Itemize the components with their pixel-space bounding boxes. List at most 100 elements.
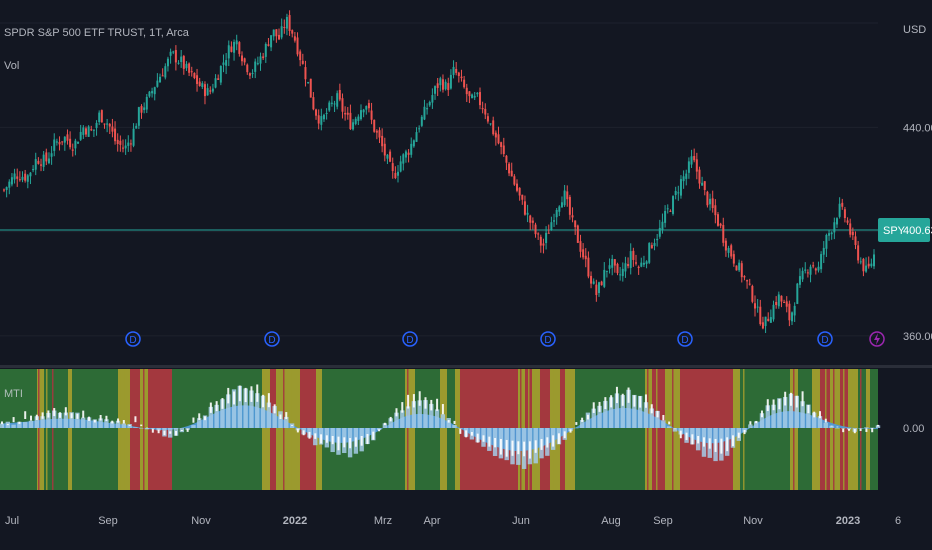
oscillator-spike xyxy=(70,413,73,419)
time-tick: Nov xyxy=(743,515,763,527)
candle-body xyxy=(820,254,823,270)
dividend-marker[interactable] xyxy=(125,331,141,347)
histogram-bar xyxy=(626,389,631,428)
candle-body xyxy=(682,176,685,182)
candle-body xyxy=(841,202,844,207)
candle-body xyxy=(322,114,325,120)
candle-body xyxy=(354,118,357,124)
oscillator-spike xyxy=(82,410,85,418)
oscillator-spike xyxy=(615,386,618,404)
candle-body xyxy=(82,127,85,135)
oscillator-spike xyxy=(650,404,653,414)
pane-separator[interactable] xyxy=(0,365,932,368)
oscillator-spike xyxy=(412,394,415,408)
dividend-marker[interactable] xyxy=(402,331,418,347)
candle-body xyxy=(108,123,111,127)
candle-body xyxy=(190,71,193,73)
candle-body xyxy=(166,58,169,67)
regime-band xyxy=(830,369,840,490)
candle-body xyxy=(143,107,146,111)
regime-band xyxy=(44,369,68,490)
histogram-bar xyxy=(226,394,231,428)
histogram-bar xyxy=(121,423,127,428)
candle-body xyxy=(529,215,532,223)
candle-body xyxy=(79,131,82,140)
candle-body xyxy=(325,112,328,114)
dividend-marker[interactable] xyxy=(540,331,556,347)
candle-body xyxy=(706,191,709,206)
oscillator-spike xyxy=(511,440,514,456)
candle-body xyxy=(849,223,852,235)
candle-body xyxy=(145,96,148,110)
price-axis-unit: USD xyxy=(903,24,926,36)
candle-body xyxy=(16,176,19,179)
candle-body xyxy=(854,236,857,245)
oscillator-spike xyxy=(244,387,247,403)
oscillator-spike xyxy=(41,412,44,419)
last-price-badge[interactable] xyxy=(878,217,930,242)
histogram-bar xyxy=(806,404,811,428)
candle-body xyxy=(71,149,74,151)
candle-body xyxy=(600,281,603,286)
histogram-bar xyxy=(585,412,591,428)
candle-body xyxy=(423,106,426,120)
oscillator-spike xyxy=(76,413,79,419)
histogram-bar xyxy=(139,428,144,429)
candle-body xyxy=(254,61,257,72)
dividend-marker[interactable] xyxy=(817,331,833,347)
histogram-bar xyxy=(661,420,666,428)
oscillator-spike xyxy=(169,431,172,434)
candle-body xyxy=(404,151,407,158)
candle-body xyxy=(621,268,624,277)
regime-stripe xyxy=(38,369,40,490)
histogram-bar xyxy=(127,424,132,428)
candle-body xyxy=(751,285,754,302)
earnings-marker[interactable] xyxy=(869,331,885,347)
oscillator-spike xyxy=(360,435,363,446)
candle-body xyxy=(415,132,418,142)
candle-body xyxy=(40,164,43,166)
histogram-bar xyxy=(249,390,254,428)
oscillator-spike xyxy=(122,420,125,424)
candle-body xyxy=(492,120,495,135)
candle-body xyxy=(685,173,688,179)
dividend-marker[interactable] xyxy=(264,331,280,347)
histogram-bar xyxy=(759,413,765,428)
candle-body xyxy=(558,206,561,212)
regime-band xyxy=(68,369,72,490)
candle-body xyxy=(174,50,177,63)
candle-body xyxy=(336,93,339,107)
candle-body xyxy=(307,82,310,84)
indicator-label[interactable]: MTI xyxy=(4,388,23,400)
candle-body xyxy=(135,125,138,129)
histogram-bar xyxy=(835,428,840,429)
candle-body xyxy=(275,29,278,37)
histogram-bar xyxy=(817,416,823,428)
histogram-bar xyxy=(231,389,237,428)
candle-body xyxy=(315,109,318,116)
candle-body xyxy=(137,107,140,126)
oscillator-spike xyxy=(262,394,265,408)
candle-body xyxy=(161,75,164,77)
candle-body xyxy=(732,254,735,264)
histogram-bar xyxy=(591,408,596,428)
oscillator-spike xyxy=(354,437,357,447)
candle-body xyxy=(29,172,32,177)
histogram-bar xyxy=(272,406,277,428)
dividend-marker[interactable] xyxy=(677,331,693,347)
candle-body xyxy=(375,130,378,133)
oscillator-spike xyxy=(209,402,212,413)
histogram-bar xyxy=(104,419,109,428)
oscillator-spike xyxy=(865,428,868,432)
candle-body xyxy=(119,140,122,145)
symbol-title[interactable]: SPDR S&P 500 ETF TRUST, 1T, Arca xyxy=(4,27,189,39)
oscillator-spike xyxy=(871,428,874,433)
histogram-bar xyxy=(75,412,80,428)
candle-body xyxy=(449,74,452,89)
oscillator-spike xyxy=(644,394,647,408)
candle-body xyxy=(111,126,114,132)
histogram-bar xyxy=(208,406,214,428)
volume-label[interactable]: Vol xyxy=(4,60,20,72)
candle-body xyxy=(116,139,119,144)
